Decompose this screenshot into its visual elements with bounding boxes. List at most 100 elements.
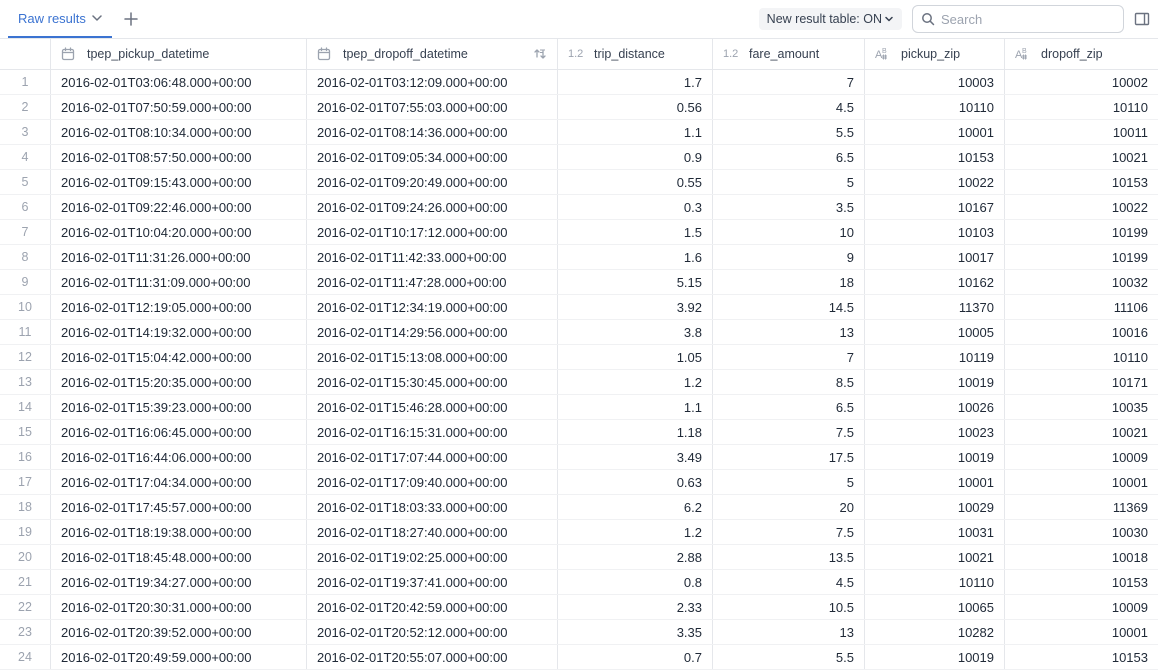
cell-fare[interactable]: 7.5	[713, 420, 865, 444]
cell-fare[interactable]: 6.5	[713, 395, 865, 419]
cell-dzip[interactable]: 10153	[1005, 170, 1158, 194]
cell-dist[interactable]: 1.05	[558, 345, 713, 369]
cell-fare[interactable]: 20	[713, 495, 865, 519]
cell-dzip[interactable]: 11106	[1005, 295, 1158, 319]
cell-dropoff[interactable]: 2016-02-01T15:30:45.000+00:00	[307, 370, 558, 394]
row-number[interactable]: 19	[0, 520, 51, 544]
cell-fare[interactable]: 4.5	[713, 570, 865, 594]
cell-pickup[interactable]: 2016-02-01T15:04:42.000+00:00	[51, 345, 307, 369]
table-row[interactable]: 132016-02-01T15:20:35.000+00:002016-02-0…	[0, 370, 1158, 395]
row-number[interactable]: 3	[0, 120, 51, 144]
cell-pickup[interactable]: 2016-02-01T16:06:45.000+00:00	[51, 420, 307, 444]
cell-pzip[interactable]: 10065	[865, 595, 1005, 619]
cell-pickup[interactable]: 2016-02-01T11:31:26.000+00:00	[51, 245, 307, 269]
cell-pzip[interactable]: 10017	[865, 245, 1005, 269]
cell-pzip[interactable]: 10001	[865, 120, 1005, 144]
row-number[interactable]: 24	[0, 645, 51, 669]
cell-dropoff[interactable]: 2016-02-01T03:12:09.000+00:00	[307, 70, 558, 94]
table-row[interactable]: 72016-02-01T10:04:20.000+00:002016-02-01…	[0, 220, 1158, 245]
cell-dzip[interactable]: 10001	[1005, 470, 1158, 494]
cell-pickup[interactable]: 2016-02-01T09:15:43.000+00:00	[51, 170, 307, 194]
cell-dzip[interactable]: 10016	[1005, 320, 1158, 344]
cell-dropoff[interactable]: 2016-02-01T10:17:12.000+00:00	[307, 220, 558, 244]
cell-pzip[interactable]: 10026	[865, 395, 1005, 419]
cell-dropoff[interactable]: 2016-02-01T11:47:28.000+00:00	[307, 270, 558, 294]
cell-fare[interactable]: 5.5	[713, 645, 865, 669]
cell-dropoff[interactable]: 2016-02-01T18:03:33.000+00:00	[307, 495, 558, 519]
row-number[interactable]: 4	[0, 145, 51, 169]
cell-pzip[interactable]: 10167	[865, 195, 1005, 219]
row-number[interactable]: 11	[0, 320, 51, 344]
cell-fare[interactable]: 10	[713, 220, 865, 244]
cell-dist[interactable]: 0.7	[558, 645, 713, 669]
column-header-dist[interactable]: 1.2trip_distance	[558, 39, 713, 69]
cell-dzip[interactable]: 10171	[1005, 370, 1158, 394]
table-row[interactable]: 202016-02-01T18:45:48.000+00:002016-02-0…	[0, 545, 1158, 570]
cell-pickup[interactable]: 2016-02-01T03:06:48.000+00:00	[51, 70, 307, 94]
row-number[interactable]: 13	[0, 370, 51, 394]
cell-pzip[interactable]: 10031	[865, 520, 1005, 544]
cell-pickup[interactable]: 2016-02-01T14:19:32.000+00:00	[51, 320, 307, 344]
table-row[interactable]: 62016-02-01T09:22:46.000+00:002016-02-01…	[0, 195, 1158, 220]
cell-fare[interactable]: 13	[713, 620, 865, 644]
cell-dist[interactable]: 1.2	[558, 520, 713, 544]
row-number[interactable]: 18	[0, 495, 51, 519]
cell-dist[interactable]: 0.9	[558, 145, 713, 169]
table-row[interactable]: 142016-02-01T15:39:23.000+00:002016-02-0…	[0, 395, 1158, 420]
cell-fare[interactable]: 13	[713, 320, 865, 344]
row-number[interactable]: 5	[0, 170, 51, 194]
cell-dropoff[interactable]: 2016-02-01T17:09:40.000+00:00	[307, 470, 558, 494]
cell-pzip[interactable]: 10005	[865, 320, 1005, 344]
cell-pzip[interactable]: 10103	[865, 220, 1005, 244]
cell-fare[interactable]: 10.5	[713, 595, 865, 619]
cell-pzip[interactable]: 10023	[865, 420, 1005, 444]
cell-dropoff[interactable]: 2016-02-01T09:05:34.000+00:00	[307, 145, 558, 169]
table-row[interactable]: 82016-02-01T11:31:26.000+00:002016-02-01…	[0, 245, 1158, 270]
cell-dzip[interactable]: 10030	[1005, 520, 1158, 544]
cell-dzip[interactable]: 10199	[1005, 245, 1158, 269]
cell-dropoff[interactable]: 2016-02-01T20:52:12.000+00:00	[307, 620, 558, 644]
cell-pzip[interactable]: 10282	[865, 620, 1005, 644]
cell-fare[interactable]: 9	[713, 245, 865, 269]
sort-icon[interactable]	[533, 47, 547, 61]
result-table-select[interactable]: New result table: ON	[759, 8, 902, 30]
cell-fare[interactable]: 4.5	[713, 95, 865, 119]
cell-dist[interactable]: 1.1	[558, 120, 713, 144]
cell-pzip[interactable]: 10021	[865, 545, 1005, 569]
table-row[interactable]: 112016-02-01T14:19:32.000+00:002016-02-0…	[0, 320, 1158, 345]
cell-dist[interactable]: 1.2	[558, 370, 713, 394]
table-row[interactable]: 32016-02-01T08:10:34.000+00:002016-02-01…	[0, 120, 1158, 145]
cell-fare[interactable]: 17.5	[713, 445, 865, 469]
cell-dropoff[interactable]: 2016-02-01T08:14:36.000+00:00	[307, 120, 558, 144]
cell-pzip[interactable]: 10110	[865, 570, 1005, 594]
cell-pzip[interactable]: 11370	[865, 295, 1005, 319]
cell-pickup[interactable]: 2016-02-01T20:39:52.000+00:00	[51, 620, 307, 644]
table-row[interactable]: 222016-02-01T20:30:31.000+00:002016-02-0…	[0, 595, 1158, 620]
cell-pickup[interactable]: 2016-02-01T15:39:23.000+00:00	[51, 395, 307, 419]
row-number[interactable]: 9	[0, 270, 51, 294]
cell-dist[interactable]: 1.6	[558, 245, 713, 269]
row-number[interactable]: 1	[0, 70, 51, 94]
cell-dist[interactable]: 3.49	[558, 445, 713, 469]
cell-dropoff[interactable]: 2016-02-01T14:29:56.000+00:00	[307, 320, 558, 344]
table-row[interactable]: 42016-02-01T08:57:50.000+00:002016-02-01…	[0, 145, 1158, 170]
cell-dropoff[interactable]: 2016-02-01T09:24:26.000+00:00	[307, 195, 558, 219]
cell-dzip[interactable]: 10035	[1005, 395, 1158, 419]
cell-pzip[interactable]: 10029	[865, 495, 1005, 519]
cell-pickup[interactable]: 2016-02-01T20:49:59.000+00:00	[51, 645, 307, 669]
row-number[interactable]: 2	[0, 95, 51, 119]
cell-dzip[interactable]: 10021	[1005, 420, 1158, 444]
cell-dist[interactable]: 2.33	[558, 595, 713, 619]
cell-dist[interactable]: 3.8	[558, 320, 713, 344]
cell-fare[interactable]: 7.5	[713, 520, 865, 544]
cell-dist[interactable]: 2.88	[558, 545, 713, 569]
cell-fare[interactable]: 14.5	[713, 295, 865, 319]
table-row[interactable]: 232016-02-01T20:39:52.000+00:002016-02-0…	[0, 620, 1158, 645]
cell-pzip[interactable]: 10110	[865, 95, 1005, 119]
cell-dist[interactable]: 1.1	[558, 395, 713, 419]
cell-dropoff[interactable]: 2016-02-01T11:42:33.000+00:00	[307, 245, 558, 269]
cell-pickup[interactable]: 2016-02-01T09:22:46.000+00:00	[51, 195, 307, 219]
cell-pzip[interactable]: 10153	[865, 145, 1005, 169]
row-number[interactable]: 23	[0, 620, 51, 644]
cell-dzip[interactable]: 10022	[1005, 195, 1158, 219]
